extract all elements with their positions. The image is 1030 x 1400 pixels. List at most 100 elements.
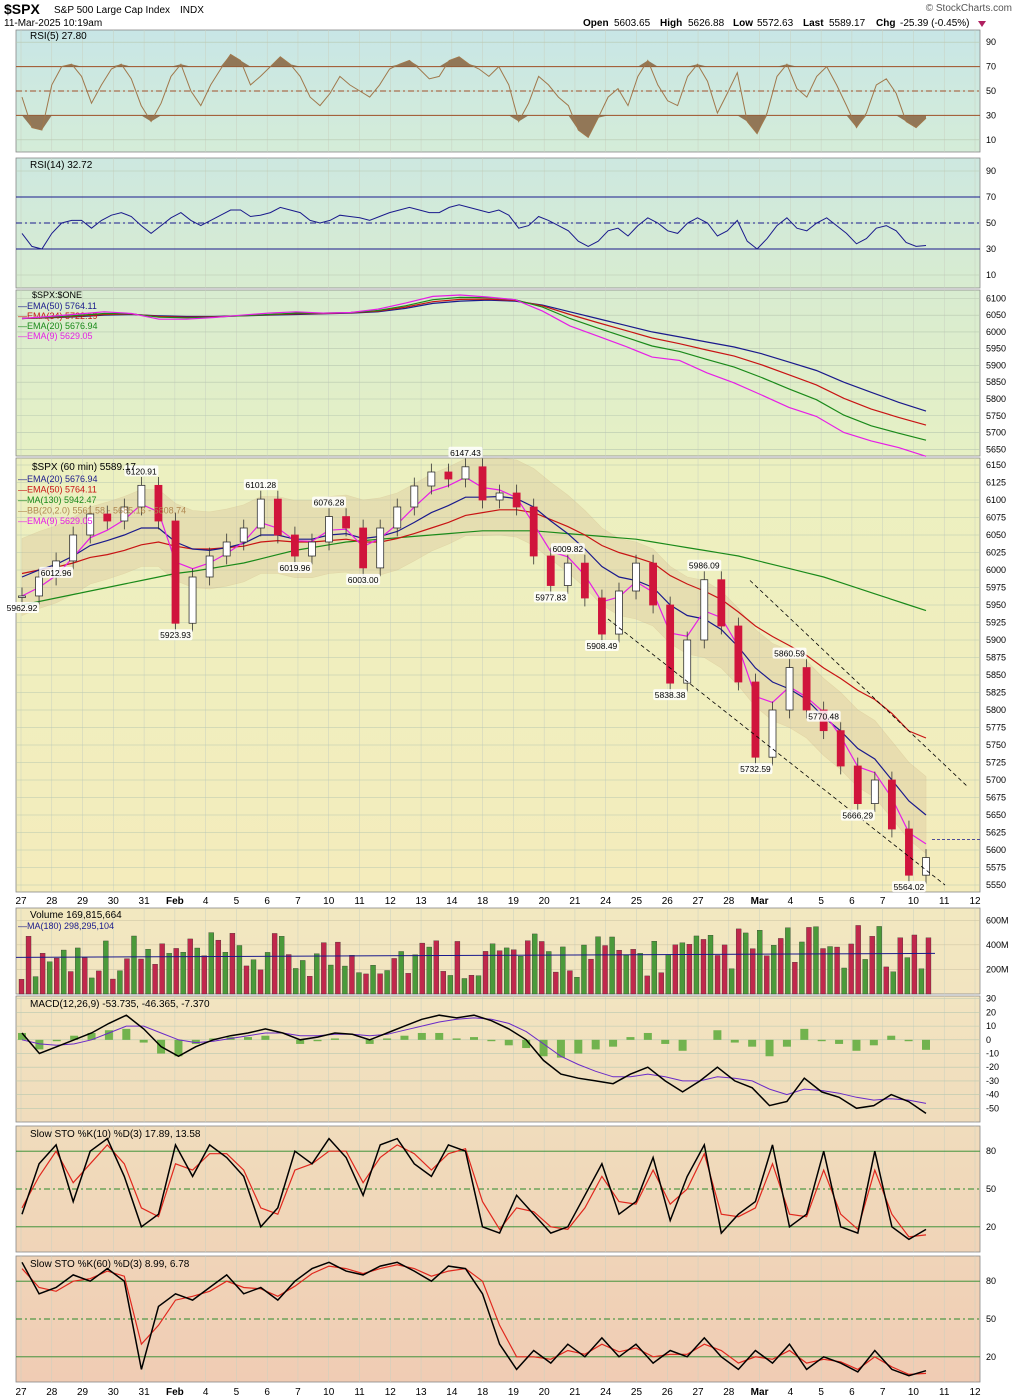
macd-histogram-bar [52,1039,61,1042]
volume-bar [461,978,468,995]
candle-body [717,579,726,627]
ema-series-line [21,294,927,457]
macd-tick-label: 20 [986,1007,996,1017]
candle-body [785,667,794,711]
volume-bar [54,957,60,995]
price-tick-label: 5875 [986,653,1006,663]
price-annotation-box [39,566,74,578]
volume-bar [398,951,404,995]
candle-body [137,484,146,508]
volume-bar [131,935,137,995]
macd-histogram-bar [626,1037,635,1040]
volume-bar [356,972,362,995]
volume-bar [229,933,236,995]
price-tick-label: 5850 [986,670,1006,680]
x-axis-lower-label: 24 [600,1387,612,1398]
macd-histogram-bar [139,1039,148,1043]
price-tick-label: 5900 [986,635,1006,645]
macd-histogram-bar [904,1039,913,1042]
x-axis-lower-label: 25 [631,1387,643,1398]
macd-tick-label: 0 [986,1035,991,1045]
volume-bar [39,953,46,995]
volume-bar [750,948,756,995]
volume-bar [440,971,446,995]
volume-bar [637,953,643,995]
open-label: Open [583,18,609,29]
candle-body [580,562,589,599]
macd-histogram-bar [556,1039,565,1058]
price-legend-entry: —EMA(50) 5764.11 [18,485,97,495]
volume-bar [32,976,39,995]
macd-tick-label: -10 [986,1049,999,1059]
macd-histogram-bar [87,1032,96,1040]
price-tick-label: 6050 [986,530,1006,540]
volume-bar [714,955,721,995]
volume-bar [806,927,812,995]
price-annotation: 5962.92 [7,603,38,613]
x-axis-lower-label: 6 [264,1387,270,1398]
rsi14-tick-label: 30 [986,244,996,254]
x-axis-upper-label: 18 [477,896,489,907]
macd-histogram-bar [748,1039,757,1047]
x-axis-upper-label: 29 [77,896,89,907]
ema-panel: 5650 5700 5750 5800 5850 5900 5950 6000 6050 6100… [15,289,1006,457]
ema-series-line [21,296,927,441]
candle-body [35,576,43,597]
volume-bar [117,970,123,995]
volume-bar [525,940,531,995]
ema-tick-label: 5700 [986,428,1006,438]
trend-channel-upper [749,580,969,788]
price-annotation: 5977.83 [535,593,566,603]
volume-bar [890,971,896,995]
volume-bar [426,946,432,995]
volume-bar [89,977,95,995]
volume-bar [679,942,686,995]
macd-signal-line [21,1017,927,1104]
x-axis-lower-label: 27 [15,1387,27,1398]
price-annotation-box [346,573,381,585]
price-annotation: 6012.96 [41,568,72,578]
x-axis-lower-label: 6 [849,1387,855,1398]
volume-bar [595,936,601,995]
price-annotation-box [533,591,568,603]
macd-histogram-bar [417,1032,426,1040]
candle-body [853,765,862,804]
price-tick-label: 5675 [986,793,1006,803]
x-axis-lower-label: 11 [939,1387,950,1398]
price-tick-label: 5650 [986,810,1006,820]
x-axis-upper-label: 5 [234,896,240,907]
candle-body [256,498,265,529]
x-axis-upper-label: 7 [295,896,301,907]
x-axis-upper-label: Mar [751,896,769,907]
candle-body [427,471,436,487]
volume-bar [18,979,25,995]
ema-legend-entry: —EMA(50) 5764.11 [18,301,97,311]
candle-body [222,541,231,557]
x-axis-lower-label: 12 [969,1387,981,1398]
ema-tick-label: 5750 [986,411,1006,421]
volume-bar [293,968,299,995]
volume-bar [911,934,918,995]
rsi14-panel: 10 30 50 70 90 RSI(14) 32.72 [15,157,996,289]
ema-title: $SPX:$ONE [32,290,82,300]
x-axis-upper-label: 10 [908,896,920,907]
price-annotation-box [653,689,688,701]
candle-body [154,484,163,522]
macd-tick-label: -30 [986,1076,999,1086]
x-axis-upper-label: 4 [203,896,209,907]
price-annotation-box [312,496,347,508]
sto60-panel: 20 50 80 Slow STO %K(60) %D(3) 8.99, 6.78 [15,1255,996,1383]
x-axis-upper-label: 14 [446,896,458,907]
volume-bar [630,949,636,995]
volume-bar [82,957,88,995]
volume-bar [518,956,524,995]
price-tick-label: 6125 [986,478,1006,488]
volume-bar [897,937,903,995]
sto60-panel-k-line [21,1261,927,1377]
volume-tick-label: 400M [986,940,1009,950]
volume-bar [110,978,116,995]
volume-bar [560,946,566,995]
rsi14-tick-label: 10 [986,270,996,280]
macd-tick-label: 30 [986,994,996,1004]
